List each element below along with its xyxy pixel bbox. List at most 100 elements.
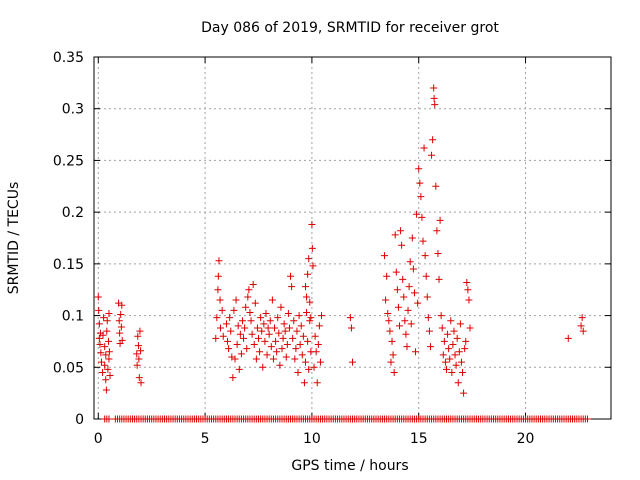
data-point xyxy=(305,365,313,373)
data-point xyxy=(403,343,411,351)
data-point xyxy=(102,376,110,384)
data-point xyxy=(421,252,429,260)
data-point xyxy=(229,374,237,382)
data-point xyxy=(404,306,412,314)
data-point xyxy=(259,363,267,371)
data-point xyxy=(400,293,408,301)
data-point xyxy=(459,368,467,376)
data-point xyxy=(414,299,422,307)
data-point xyxy=(428,151,436,159)
data-point xyxy=(455,348,463,356)
data-point xyxy=(405,283,413,291)
data-point xyxy=(294,368,302,376)
data-point xyxy=(446,355,454,363)
data-point xyxy=(307,314,315,322)
data-point xyxy=(133,350,141,358)
data-point xyxy=(97,358,105,366)
data-point xyxy=(105,355,113,363)
data-point xyxy=(463,278,471,286)
data-point xyxy=(288,283,296,291)
y-tick-labels: 0 0.05 0.1 0.15 0.2 0.25 0.3 0.35 xyxy=(53,50,84,428)
data-point xyxy=(584,415,591,423)
grid-lines xyxy=(94,57,611,419)
data-point xyxy=(287,272,295,280)
data-point xyxy=(391,231,399,239)
data-point xyxy=(279,334,287,342)
data-point xyxy=(308,244,316,252)
data-point xyxy=(298,351,306,359)
data-point xyxy=(213,314,221,322)
data-point xyxy=(464,286,472,294)
data-point xyxy=(96,341,104,349)
data-point xyxy=(263,351,271,359)
data-point xyxy=(95,306,103,314)
y-tick-label: 0.05 xyxy=(53,360,84,376)
data-point xyxy=(299,332,307,340)
data-point xyxy=(417,193,425,201)
data-point xyxy=(133,361,141,369)
data-point xyxy=(135,374,143,382)
x-tick-label: 20 xyxy=(517,431,535,447)
data-point xyxy=(385,317,393,325)
data-point xyxy=(408,234,416,242)
data-point xyxy=(313,379,321,387)
data-point xyxy=(136,327,144,335)
data-point xyxy=(252,355,260,363)
data-point xyxy=(104,365,112,373)
data-point xyxy=(423,293,431,301)
data-point xyxy=(440,337,448,345)
data-point xyxy=(118,336,126,344)
data-point xyxy=(454,379,462,387)
data-point xyxy=(456,320,464,328)
data-point xyxy=(281,327,289,335)
data-point xyxy=(219,332,227,340)
data-point xyxy=(439,351,447,359)
data-point xyxy=(306,317,314,325)
data-point xyxy=(437,312,445,320)
data-point xyxy=(212,334,220,342)
data-point xyxy=(308,221,316,229)
data-point xyxy=(564,334,572,342)
x-tick-label: 0 xyxy=(94,431,103,447)
data-point xyxy=(413,210,421,218)
data-point xyxy=(291,355,299,363)
data-point xyxy=(94,293,102,301)
data-point xyxy=(115,317,123,325)
data-point xyxy=(255,334,262,342)
data-point xyxy=(346,314,354,322)
data-point xyxy=(216,296,224,304)
data-point xyxy=(451,351,459,359)
data-point xyxy=(99,331,107,339)
data-point xyxy=(237,350,245,358)
data-point xyxy=(441,358,449,366)
data-point xyxy=(297,322,305,330)
data-point xyxy=(292,345,300,353)
data-point xyxy=(256,348,264,356)
data-point xyxy=(267,343,275,351)
data-point xyxy=(432,182,440,190)
data-point xyxy=(386,327,394,335)
data-point xyxy=(226,314,234,322)
data-point xyxy=(247,317,255,325)
data-point xyxy=(303,308,311,316)
x-tick-label: 10 xyxy=(303,431,321,447)
data-point xyxy=(106,372,114,380)
data-point xyxy=(235,365,243,373)
data-point xyxy=(394,303,402,311)
data-point xyxy=(316,358,324,366)
x-axis-label: GPS time / hours xyxy=(291,458,408,474)
data-point xyxy=(271,324,279,332)
data-point xyxy=(95,334,103,342)
data-point xyxy=(274,314,282,322)
data-point xyxy=(262,310,270,318)
data-point xyxy=(577,322,585,330)
data-point xyxy=(95,320,103,328)
data-point xyxy=(406,258,414,266)
data-point xyxy=(393,286,401,294)
data-point xyxy=(272,337,280,345)
data-point xyxy=(227,327,235,335)
data-point xyxy=(433,227,441,235)
data-point xyxy=(462,337,470,345)
data-point xyxy=(225,345,233,353)
